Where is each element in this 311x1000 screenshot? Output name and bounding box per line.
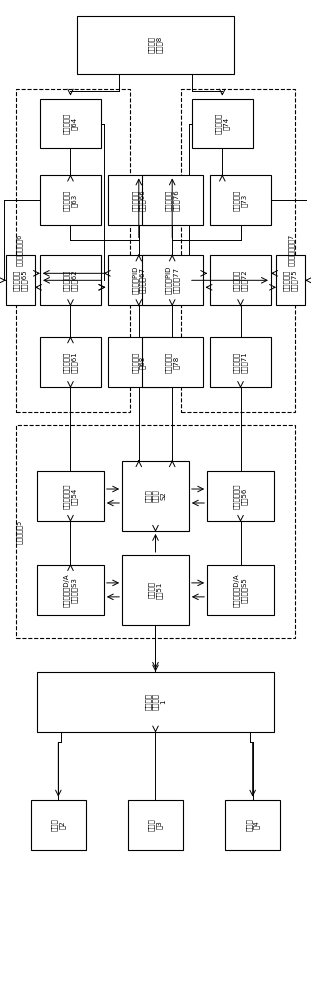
Text: 电流信号双D/A
转换电路S5: 电流信号双D/A 转换电路S5	[234, 573, 248, 607]
Text: 第一功率放
大电路62: 第一功率放 大电路62	[63, 269, 77, 291]
Text: 键盘单
元3: 键盘单 元3	[148, 818, 163, 831]
Bar	[37, 672, 274, 732]
Bar	[16, 89, 130, 412]
Text: 人机界面
控制单元
1: 人机界面 控制单元 1	[145, 693, 166, 710]
Bar	[210, 175, 271, 225]
Bar	[181, 89, 295, 412]
Text: 电流模拟调理
电路56: 电流模拟调理 电路56	[234, 483, 248, 509]
Bar	[210, 337, 271, 387]
Text: 第二数字PID
调节电路77: 第二数字PID 调节电路77	[165, 266, 179, 294]
Bar	[31, 800, 86, 850]
Bar	[207, 565, 274, 615]
Text: 第一前置放
大电路61: 第一前置放 大电路61	[63, 351, 77, 373]
Bar	[77, 16, 234, 74]
Text: 通讯单
元4: 通讯单 元4	[246, 818, 260, 831]
Text: 可调节工
作电源8: 可调节工 作电源8	[148, 36, 163, 53]
Bar	[40, 337, 101, 387]
Text: 电流功率放大器7: 电流功率放大器7	[288, 234, 295, 266]
Text: 第一数字PID
调节电路67: 第一数字PID 调节电路67	[132, 266, 146, 294]
Bar	[6, 255, 35, 305]
Bar	[37, 565, 104, 615]
Text: 电流输出单
元74: 电流输出单 元74	[215, 113, 230, 134]
Text: 电压信号双D/A
转换电路S3: 电压信号双D/A 转换电路S3	[63, 573, 77, 607]
Bar	[142, 175, 202, 225]
Text: 电压输出单
元64: 电压输出单 元64	[63, 113, 77, 134]
Text: 电压模拟调理
电路54: 电压模拟调理 电路54	[63, 483, 77, 509]
Bar	[210, 255, 271, 305]
Bar	[109, 337, 169, 387]
Bar	[142, 255, 202, 305]
Bar	[40, 255, 101, 305]
Bar	[40, 99, 101, 148]
Bar	[109, 175, 169, 225]
Bar	[37, 471, 104, 521]
Bar	[142, 337, 202, 387]
Text: 隔离升压单
元63: 隔离升压单 元63	[63, 190, 77, 211]
Text: 第二信号采
样电路76: 第二信号采 样电路76	[165, 190, 179, 211]
Text: 电压功率放大器6: 电压功率放大器6	[16, 234, 23, 266]
Text: 第二硬件反
馈电路75: 第二硬件反 馈电路75	[284, 269, 298, 291]
Text: 第一信号采
样电路66: 第一信号采 样电路66	[132, 190, 146, 211]
Text: 三相信号源5: 三相信号源5	[16, 519, 23, 544]
Text: 第一硬件反
馈电路65: 第一硬件反 馈电路65	[13, 269, 27, 291]
Bar	[122, 555, 189, 625]
Text: 第一通
讯单元
S2: 第一通 讯单元 S2	[145, 490, 166, 502]
Text: 第二前置放
大电路71: 第二前置放 大电路71	[234, 351, 248, 373]
Text: 第二功率放
大电路72: 第二功率放 大电路72	[234, 269, 248, 291]
Bar	[40, 175, 101, 225]
Bar	[16, 425, 295, 638]
Text: 数据处理
单元51: 数据处理 单元51	[148, 581, 163, 599]
Text: 第三通讯单
元78: 第三通讯单 元78	[165, 352, 179, 373]
Bar	[207, 471, 274, 521]
Text: 显示单
元2: 显示单 元2	[51, 818, 65, 831]
Bar	[109, 255, 169, 305]
Bar	[122, 461, 189, 531]
Bar	[225, 800, 280, 850]
Bar	[192, 99, 253, 148]
Text: 隔离升流单
元73: 隔离升流单 元73	[234, 190, 248, 211]
Bar	[276, 255, 305, 305]
Bar	[128, 800, 183, 850]
Text: 第二通讯单
元68: 第二通讯单 元68	[132, 352, 146, 373]
